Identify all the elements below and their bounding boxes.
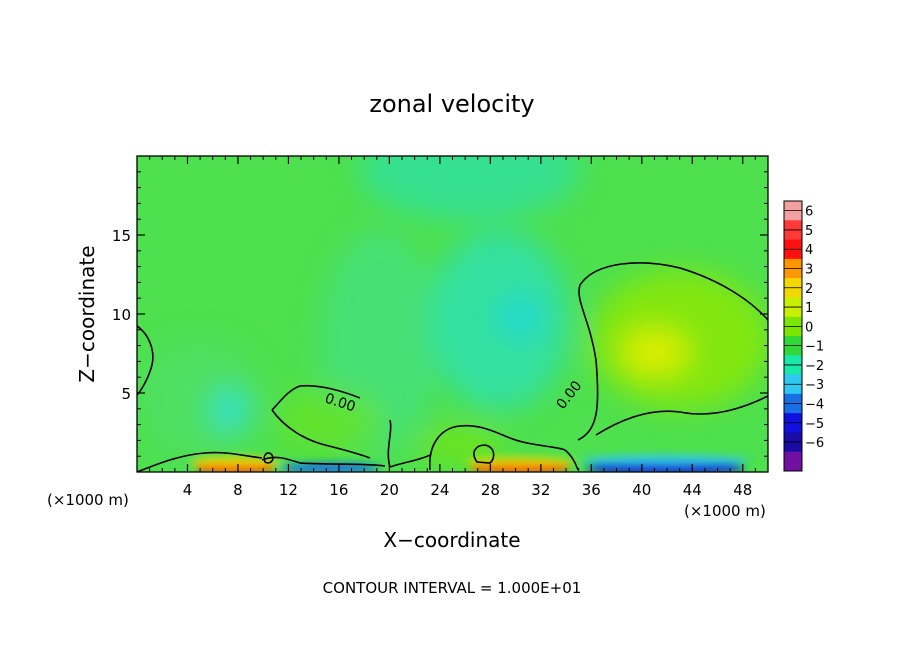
- colorbar-tick-label: −2: [805, 359, 824, 374]
- colorbar-tick-label: 4: [805, 243, 813, 258]
- colorbar-tick-label: 0: [805, 320, 813, 335]
- y-tick-label: 10: [112, 306, 131, 324]
- x-tick-label: 48: [733, 481, 752, 499]
- y-axis-ticks: 5 10 15: [112, 171, 768, 457]
- colorbar-tick-label: 2: [805, 282, 813, 297]
- colorbar-tick-label: −5: [805, 417, 824, 432]
- x-tick-label: 44: [683, 481, 702, 499]
- colorbar-tick-label: 3: [805, 263, 813, 278]
- y-tick-label: 15: [112, 227, 131, 245]
- colorbar-tick-label: 5: [805, 224, 813, 239]
- x-tick-label: 36: [582, 481, 601, 499]
- x-tick-label: 24: [430, 481, 449, 499]
- colorbar-tick-label: −1: [805, 340, 824, 355]
- chart-title: zonal velocity: [369, 90, 534, 118]
- x-unit-right: (×1000 m): [684, 502, 766, 520]
- colorbar-tick-label: −6: [805, 436, 824, 451]
- x-unit-left: (×1000 m): [47, 491, 129, 509]
- contour-interval-note: CONTOUR INTERVAL = 1.000E+01: [323, 579, 582, 597]
- x-tick-label: 8: [233, 481, 243, 499]
- y-axis-label: Z−coordinate: [75, 245, 99, 382]
- x-tick-label: 20: [380, 481, 399, 499]
- y-tick-label: 5: [121, 385, 131, 403]
- x-axis-ticks: 4 8 12 16 20 24 28 32 36 40 44 48: [149, 156, 756, 499]
- x-tick-label: 40: [632, 481, 651, 499]
- x-tick-label: 28: [481, 481, 500, 499]
- colorbar-tick-label: 6: [805, 205, 813, 220]
- zero-contour-lines: [137, 262, 768, 472]
- x-axis-label: X−coordinate: [383, 528, 520, 552]
- x-tick-label: 12: [279, 481, 298, 499]
- colorbar-tick-label: 1: [805, 301, 813, 316]
- colorbar-tick-label: −3: [805, 378, 824, 393]
- x-tick-label: 4: [183, 481, 193, 499]
- x-tick-label: 32: [531, 481, 550, 499]
- colorbar-frame: [783, 200, 803, 472]
- x-tick-label: 16: [329, 481, 348, 499]
- colorbar: 6 5 4 3 2 1 0 −1 −2 −3 −4 −5 −6: [783, 200, 824, 472]
- colorbar-swatch: [784, 451, 802, 472]
- velocity-field: [137, 156, 768, 472]
- colorbar-tick-label: −4: [805, 398, 824, 413]
